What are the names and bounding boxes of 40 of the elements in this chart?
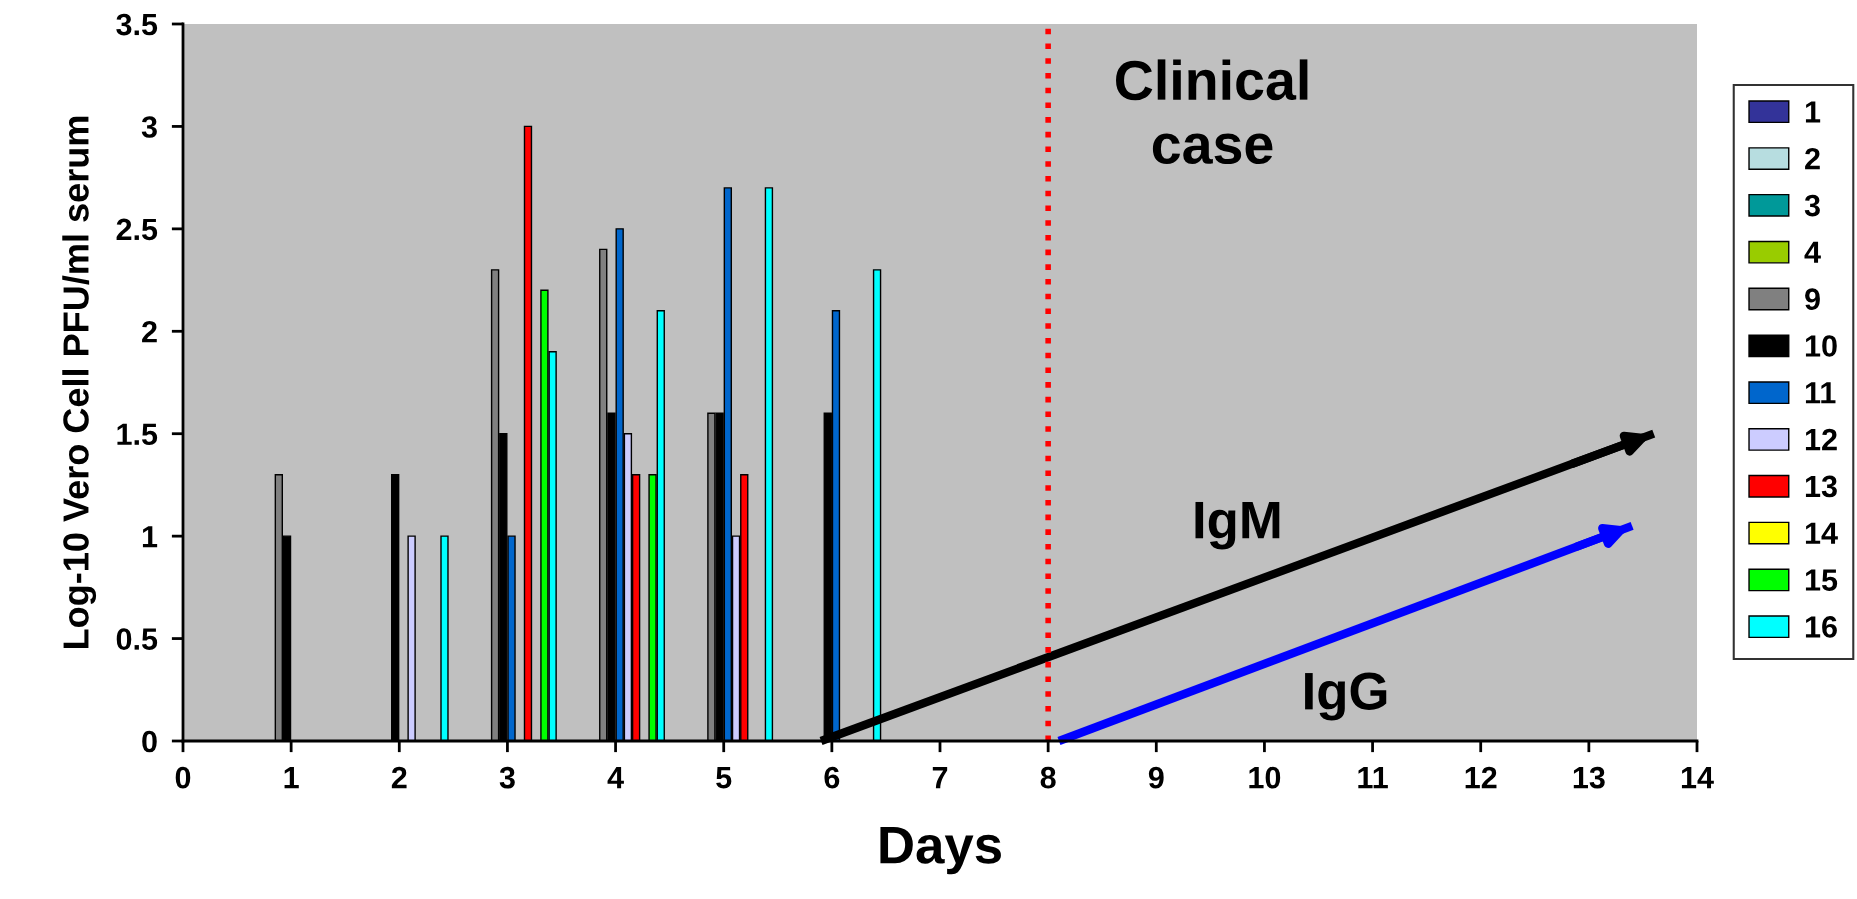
y-tick-label: 3.5 bbox=[116, 13, 158, 36]
legend-label: 14 bbox=[1805, 522, 1838, 544]
y-tick-label: 1 bbox=[142, 526, 158, 548]
x-tick-label: 0 bbox=[175, 766, 191, 789]
legend-label: 10 bbox=[1805, 335, 1837, 357]
x-axis-title: Days bbox=[880, 826, 1001, 875]
annotation: Clinical case bbox=[1116, 59, 1308, 165]
series-label: IgG bbox=[1305, 672, 1387, 721]
legend-label: 9 bbox=[1805, 288, 1820, 310]
y-tick-label: 2 bbox=[142, 321, 157, 343]
x-tick-label: 2 bbox=[391, 766, 407, 789]
x-tick-label: 5 bbox=[716, 767, 732, 789]
x-tick-label: 8 bbox=[1040, 766, 1056, 789]
legend-label: 11 bbox=[1805, 382, 1836, 404]
x-tick-label: 3 bbox=[499, 766, 515, 789]
y-tick-label: 0 bbox=[142, 730, 157, 753]
legend-label: 12 bbox=[1805, 428, 1837, 451]
legend-label: 13 bbox=[1805, 475, 1837, 498]
legend-label: 4 bbox=[1804, 241, 1821, 263]
x-tick-label: 4 bbox=[607, 767, 624, 789]
y-tick-label: 3 bbox=[141, 116, 157, 138]
x-tick-label: 6 bbox=[824, 766, 840, 789]
x-tick-label: 7 bbox=[932, 767, 948, 789]
legend-label: 2 bbox=[1805, 147, 1820, 170]
legend-label: 15 bbox=[1805, 569, 1838, 591]
series-label: IgM bbox=[1195, 501, 1280, 550]
y-tick-label: 1.5 bbox=[117, 423, 158, 446]
y-tick-label: 2.5 bbox=[116, 218, 158, 241]
x-tick-label: 10 bbox=[1249, 766, 1281, 789]
y-tick-label: 0.5 bbox=[116, 628, 158, 650]
legend-label: 16 bbox=[1805, 616, 1837, 638]
x-tick-label: 1 bbox=[284, 767, 299, 789]
legend-label: 3 bbox=[1804, 194, 1820, 217]
x-tick-label: 12 bbox=[1465, 766, 1497, 789]
x-tick-label: 9 bbox=[1148, 766, 1164, 789]
x-tick-label: 13 bbox=[1573, 766, 1605, 789]
x-tick-label: 14 bbox=[1681, 767, 1714, 789]
y-axis-title: Log-10 Vero Cell PFU/ml serum bbox=[62, 116, 97, 648]
x-tick-label: 11 bbox=[1358, 767, 1388, 789]
legend-label: 1 bbox=[1805, 101, 1821, 123]
